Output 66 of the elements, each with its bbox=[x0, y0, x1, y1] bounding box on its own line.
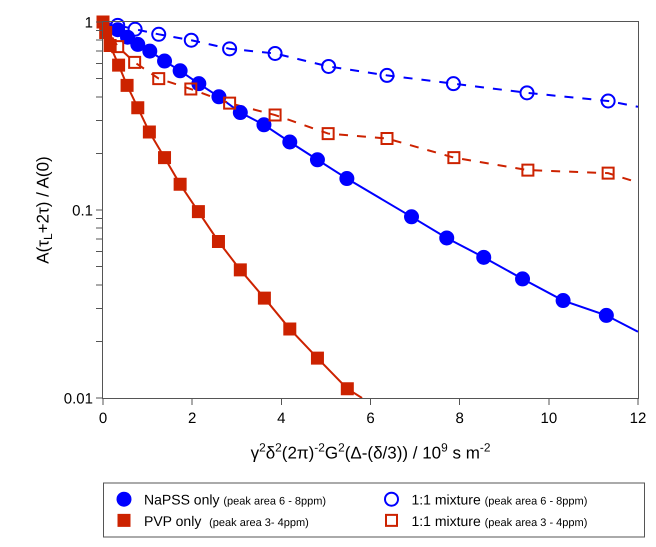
point bbox=[340, 382, 354, 396]
point bbox=[211, 89, 226, 104]
point bbox=[602, 166, 615, 180]
point bbox=[380, 132, 394, 146]
point bbox=[222, 41, 238, 56]
point bbox=[128, 22, 143, 37]
point bbox=[515, 271, 530, 286]
x-tick-label: 10 bbox=[540, 410, 558, 427]
point bbox=[111, 40, 124, 54]
point bbox=[380, 68, 394, 83]
point bbox=[310, 352, 324, 365]
point bbox=[258, 292, 271, 305]
point bbox=[142, 125, 156, 138]
point bbox=[234, 263, 247, 276]
point bbox=[600, 94, 616, 108]
point bbox=[476, 250, 492, 265]
point bbox=[223, 96, 236, 110]
y-tick-label: 0.1 bbox=[72, 202, 93, 220]
point bbox=[556, 293, 571, 308]
point bbox=[447, 151, 460, 164]
point bbox=[310, 152, 325, 168]
point bbox=[282, 134, 298, 150]
point bbox=[152, 72, 166, 86]
point bbox=[142, 44, 158, 59]
x-tick-label: 2 bbox=[188, 410, 196, 427]
point bbox=[519, 85, 534, 100]
point bbox=[598, 308, 614, 323]
point bbox=[192, 205, 205, 218]
legend-label: PVP only (peak area 3- 4ppm) bbox=[144, 512, 309, 529]
point bbox=[172, 63, 188, 78]
point bbox=[184, 82, 198, 96]
x-tick-label: 6 bbox=[366, 410, 375, 427]
point bbox=[184, 32, 199, 48]
point bbox=[283, 322, 296, 336]
point bbox=[120, 78, 134, 92]
legend-label: 1:1 mixture (peak area 3 - 4ppm) bbox=[412, 512, 588, 529]
point bbox=[268, 46, 283, 61]
legend-label: NaPSS only (peak area 6 - 8ppm) bbox=[144, 492, 326, 508]
point bbox=[521, 164, 534, 177]
point bbox=[151, 26, 166, 42]
point bbox=[174, 178, 187, 191]
x-tick-label: 8 bbox=[456, 410, 464, 427]
x-tick-label: 0 bbox=[98, 410, 108, 427]
point bbox=[404, 209, 420, 224]
point bbox=[128, 56, 142, 69]
point bbox=[268, 108, 282, 122]
y-tick-label: 1 bbox=[84, 14, 93, 32]
point bbox=[446, 76, 461, 92]
point bbox=[321, 58, 336, 74]
point bbox=[439, 230, 454, 246]
legend-label: 1:1 mixture (peak area 6 - 8ppm) bbox=[412, 492, 588, 508]
point bbox=[112, 58, 126, 72]
point bbox=[131, 101, 144, 114]
point bbox=[212, 234, 225, 248]
text: γ$^{2}$δ$^{2}$(2π)$^{-2}$G$^{2}$(Δ-(δ/3)) / 10$^{9}$ s m$^{-2}$ bbox=[250, 440, 490, 462]
point bbox=[256, 117, 272, 132]
point bbox=[322, 127, 335, 140]
point bbox=[99, 26, 112, 39]
point bbox=[232, 105, 248, 120]
point bbox=[130, 36, 146, 52]
point bbox=[339, 171, 354, 186]
x-tick-label: 12 bbox=[630, 410, 646, 427]
y-tick-label: 0.01 bbox=[64, 390, 93, 408]
point bbox=[158, 151, 172, 164]
point bbox=[157, 54, 172, 69]
x-tick-label: 4 bbox=[277, 410, 286, 427]
